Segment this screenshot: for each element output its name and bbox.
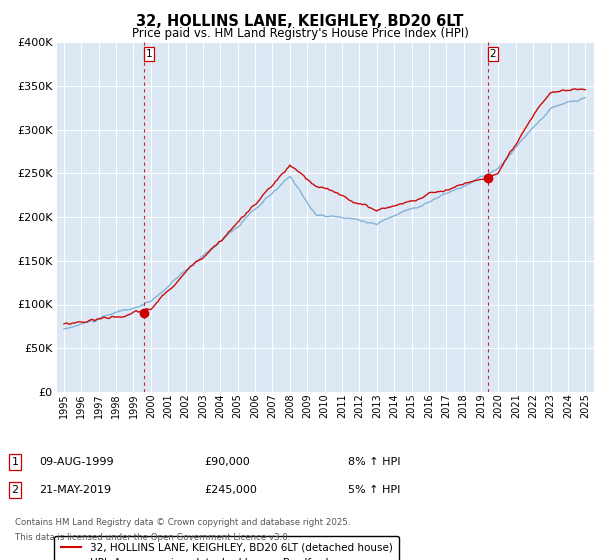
Text: 09-AUG-1999: 09-AUG-1999: [39, 457, 113, 467]
Text: 5% ↑ HPI: 5% ↑ HPI: [348, 485, 400, 495]
Text: £245,000: £245,000: [204, 485, 257, 495]
Text: 1: 1: [11, 457, 19, 467]
Text: 2: 2: [11, 485, 19, 495]
Legend: 32, HOLLINS LANE, KEIGHLEY, BD20 6LT (detached house), HPI: Average price, detac: 32, HOLLINS LANE, KEIGHLEY, BD20 6LT (de…: [55, 536, 399, 560]
Text: 8% ↑ HPI: 8% ↑ HPI: [348, 457, 401, 467]
Text: Price paid vs. HM Land Registry's House Price Index (HPI): Price paid vs. HM Land Registry's House …: [131, 27, 469, 40]
Text: This data is licensed under the Open Government Licence v3.0.: This data is licensed under the Open Gov…: [15, 533, 290, 542]
Text: £90,000: £90,000: [204, 457, 250, 467]
Text: Contains HM Land Registry data © Crown copyright and database right 2025.: Contains HM Land Registry data © Crown c…: [15, 518, 350, 527]
Text: 2: 2: [490, 49, 496, 59]
Text: 21-MAY-2019: 21-MAY-2019: [39, 485, 111, 495]
Text: 1: 1: [146, 49, 152, 59]
Text: 32, HOLLINS LANE, KEIGHLEY, BD20 6LT: 32, HOLLINS LANE, KEIGHLEY, BD20 6LT: [136, 14, 464, 29]
